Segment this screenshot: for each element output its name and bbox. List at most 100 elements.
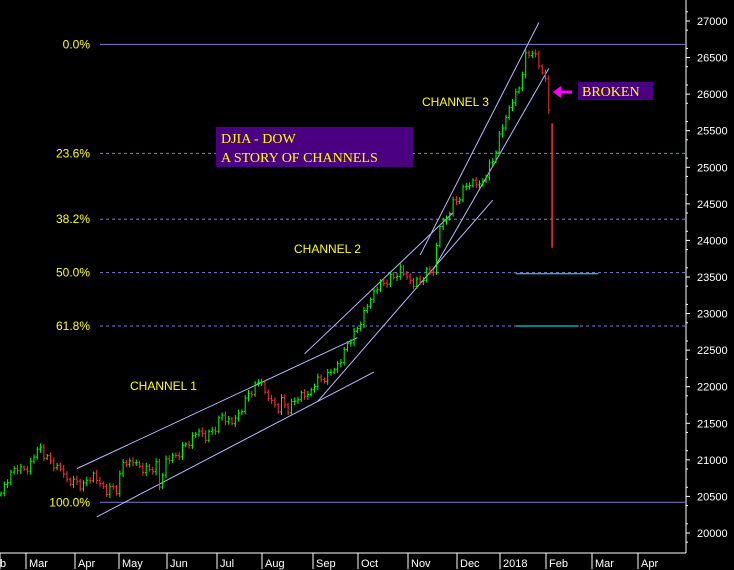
fib-label: 23.6% bbox=[56, 146, 90, 160]
price-bar bbox=[247, 390, 250, 402]
x-tick-label: Dec bbox=[460, 558, 480, 570]
channel-1-label: CHANNEL 1 bbox=[130, 379, 197, 393]
price-bar bbox=[276, 402, 280, 414]
price-bar bbox=[191, 432, 194, 449]
price-bar bbox=[293, 397, 296, 406]
y-tick-label: 23500 bbox=[697, 272, 728, 284]
y-tick-label: 25000 bbox=[697, 162, 728, 174]
price-bar bbox=[55, 462, 59, 471]
price-bar bbox=[12, 466, 16, 475]
price-bar bbox=[69, 477, 72, 487]
price-bar bbox=[395, 272, 399, 281]
price-bar bbox=[36, 446, 39, 460]
price-bar bbox=[128, 458, 131, 468]
price-bar bbox=[524, 49, 527, 79]
price-bar bbox=[382, 278, 386, 287]
price-bar bbox=[85, 476, 89, 487]
price-bar bbox=[309, 387, 313, 397]
price-bar bbox=[243, 395, 247, 415]
price-bar bbox=[148, 463, 151, 472]
channel-line bbox=[96, 371, 375, 518]
price-bar bbox=[141, 462, 145, 476]
fib-levels: 0.0% 23.6% 38.2% 50.0% 61.8% 100.0% bbox=[49, 37, 686, 509]
price-bar bbox=[362, 306, 366, 329]
price-bar bbox=[511, 99, 514, 112]
price-bar bbox=[151, 466, 155, 475]
price-bar bbox=[230, 416, 234, 426]
channel-line bbox=[432, 68, 550, 270]
price-bar bbox=[356, 326, 359, 334]
price-bar bbox=[290, 398, 293, 416]
price-bar bbox=[346, 341, 349, 352]
y-tick-label: 23000 bbox=[697, 309, 728, 321]
x-tick-label: Feb bbox=[549, 558, 568, 570]
price-bar bbox=[118, 470, 122, 497]
price-bar bbox=[375, 286, 379, 295]
price-bar bbox=[204, 430, 207, 444]
price-bar bbox=[432, 268, 435, 276]
price-bar bbox=[108, 482, 112, 499]
x-axis-ticks: b Mar Apr May Jun Jul Aug Sep Oct Nov Dec 2018 Feb Ma… bbox=[0, 553, 658, 570]
price-bar bbox=[316, 373, 320, 391]
price-bar bbox=[29, 457, 32, 475]
price-bar bbox=[385, 279, 389, 288]
price-bar bbox=[326, 368, 329, 385]
price-bar bbox=[158, 458, 161, 491]
x-tick-label: Mar bbox=[595, 558, 614, 570]
price-bar bbox=[98, 476, 102, 488]
price-bar bbox=[389, 271, 392, 288]
price-bar bbox=[455, 196, 458, 206]
price-bar bbox=[111, 483, 115, 490]
broken-box bbox=[578, 82, 653, 100]
price-bar bbox=[296, 396, 300, 405]
price-bar bbox=[161, 473, 164, 489]
fib-label: 61.8% bbox=[56, 319, 90, 333]
x-tick-label: Apr bbox=[78, 558, 95, 570]
y-tick-label: 26000 bbox=[697, 89, 728, 101]
price-bar bbox=[270, 394, 273, 404]
channel-line bbox=[304, 212, 454, 355]
price-bar bbox=[283, 394, 287, 409]
price-bar bbox=[26, 466, 29, 475]
x-tick-label: Apr bbox=[641, 558, 658, 570]
price-bar bbox=[39, 443, 42, 453]
price-bar bbox=[471, 178, 475, 188]
x-tick-label: Oct bbox=[361, 558, 378, 570]
price-bar bbox=[491, 158, 494, 167]
price-bar bbox=[402, 265, 405, 276]
price-bar bbox=[399, 263, 402, 280]
price-bar bbox=[131, 457, 135, 467]
price-bar bbox=[92, 471, 95, 483]
price-bar bbox=[224, 411, 227, 426]
price-bar bbox=[392, 272, 395, 280]
y-tick-label: 22500 bbox=[697, 345, 728, 357]
price-bar bbox=[349, 339, 353, 347]
price-bar bbox=[527, 50, 531, 59]
fib-label: 100.0% bbox=[49, 495, 90, 509]
price-bar bbox=[280, 394, 283, 416]
price-bar bbox=[372, 287, 376, 304]
price-bar bbox=[531, 50, 534, 58]
price-bar bbox=[197, 428, 201, 437]
price-bar bbox=[32, 454, 36, 464]
price-bar bbox=[194, 431, 197, 438]
price-bar bbox=[234, 414, 237, 428]
x-tick-label: 2018 bbox=[503, 558, 527, 570]
x-tick-label: b bbox=[0, 558, 6, 570]
y-tick-label: 21500 bbox=[697, 418, 728, 430]
y-tick-label: 24000 bbox=[697, 235, 728, 247]
price-bar bbox=[428, 265, 432, 276]
price-bar bbox=[263, 379, 267, 395]
price-bar bbox=[514, 88, 518, 106]
y-tick-label: 21000 bbox=[697, 455, 728, 467]
x-tick-label: Aug bbox=[265, 558, 285, 570]
price-bar bbox=[521, 71, 524, 92]
price-bar bbox=[65, 470, 69, 483]
price-bar bbox=[498, 130, 501, 156]
x-tick-label: Nov bbox=[411, 558, 431, 570]
price-bar bbox=[412, 277, 415, 290]
price-bar bbox=[121, 458, 125, 478]
price-bar bbox=[300, 390, 303, 402]
fib-label: 0.0% bbox=[63, 37, 91, 51]
price-bar bbox=[366, 303, 369, 314]
